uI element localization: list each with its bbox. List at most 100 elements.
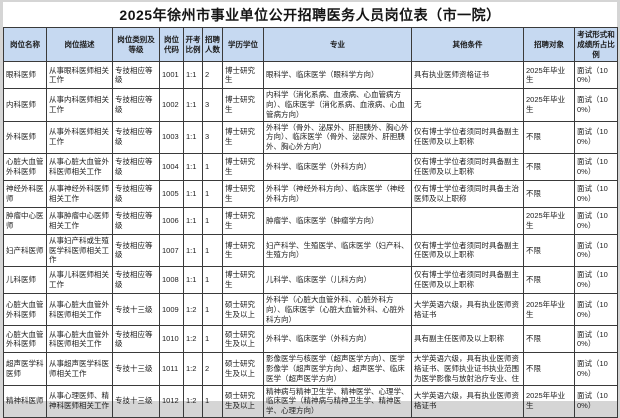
cell-education-degree: 硕士研究生及以上 <box>223 353 264 385</box>
cell-exam-form-score: 面试（100%） <box>575 326 618 353</box>
cell-position-code: 1004 <box>160 153 184 180</box>
cell-education-degree: 博士研究生 <box>223 234 264 266</box>
cell-position-name: 超声医学科医师 <box>4 353 47 385</box>
cell-other-conditions: 具有执业医师资格证书 <box>412 62 524 89</box>
cell-exam-ratio: 1:2 <box>184 353 203 385</box>
column-header-headcount: 招聘人数 <box>203 28 223 62</box>
cell-major: 眼科学、临床医学（眼科学方向） <box>264 62 412 89</box>
cell-recruit-target: 不限 <box>524 153 575 180</box>
cell-recruit-target: 2025年毕业生 <box>524 207 575 234</box>
cell-education-degree: 博士研究生 <box>223 89 264 121</box>
cell-position-code: 1002 <box>160 89 184 121</box>
cell-position-name: 精神科医师 <box>4 385 47 417</box>
cell-exam-ratio: 1:1 <box>184 207 203 234</box>
column-header-exam-form-score: 考试形式和成绩所占比例 <box>575 28 618 62</box>
cell-position-description: 从事肿瘤中心医师相关工作 <box>47 207 113 234</box>
column-header-major: 专业 <box>264 28 412 62</box>
cell-headcount: 2 <box>203 62 223 89</box>
cell-recruit-target: 2025年毕业生 <box>524 385 575 417</box>
column-header-exam-ratio: 开考比例 <box>184 28 203 62</box>
column-header-position-code: 岗位代码 <box>160 28 184 62</box>
cell-headcount: 1 <box>203 207 223 234</box>
cell-other-conditions: 大学英语六级，具有执业医师资格证书 <box>412 294 524 326</box>
cell-position-name: 外科医师 <box>4 121 47 153</box>
cell-category-level: 专技相应等级 <box>113 326 160 353</box>
cell-position-code: 1011 <box>160 353 184 385</box>
cell-exam-ratio: 1:1 <box>184 234 203 266</box>
cell-major: 儿科学、临床医学（儿科方向） <box>264 267 412 294</box>
cell-exam-ratio: 1:2 <box>184 326 203 353</box>
cell-recruit-target: 不限 <box>524 267 575 294</box>
cell-position-description: 从事心脏大血管外科医师相关工作 <box>47 326 113 353</box>
cell-headcount: 2 <box>203 353 223 385</box>
cell-recruit-target: 不限 <box>524 234 575 266</box>
cell-position-code: 1005 <box>160 180 184 207</box>
cell-education-degree: 博士研究生 <box>223 121 264 153</box>
cell-other-conditions: 大学英语六级，具有执业医师资格证书 <box>412 385 524 417</box>
column-header-category-level: 岗位类别及等级 <box>113 28 160 62</box>
cell-category-level: 专技相应等级 <box>113 180 160 207</box>
cell-category-level: 专技相应等级 <box>113 62 160 89</box>
cell-category-level: 专技相应等级 <box>113 153 160 180</box>
cell-other-conditions: 仅有博士学位者须同时具备副主任医师及以上职称 <box>412 234 524 266</box>
cell-exam-form-score: 面试（100%） <box>575 153 618 180</box>
cell-major: 外科学、临床医学（外科方向） <box>264 153 412 180</box>
cell-exam-ratio: 1:1 <box>184 121 203 153</box>
page-title: 2025年徐州市事业单位公开招聘医务人员岗位表（市一院） <box>3 2 617 27</box>
cell-category-level: 专技十三级 <box>113 385 160 417</box>
cell-exam-ratio: 1:2 <box>184 294 203 326</box>
cell-recruit-target: 2025年毕业生 <box>524 89 575 121</box>
cell-category-level: 专技相应等级 <box>113 267 160 294</box>
cell-exam-ratio: 1:1 <box>184 180 203 207</box>
cell-headcount: 1 <box>203 180 223 207</box>
cell-other-conditions: 具有副主任医师及以上职称 <box>412 326 524 353</box>
cell-position-name: 内科医师 <box>4 89 47 121</box>
column-header-position-description: 岗位描述 <box>47 28 113 62</box>
cell-position-code: 1007 <box>160 234 184 266</box>
cell-exam-ratio: 1:2 <box>184 385 203 417</box>
cell-position-name: 儿科医师 <box>4 267 47 294</box>
cell-major: 精神病与精神卫生学、精神医学、心理学、临床医学（精神病与精神卫生学、精神医学、心… <box>264 385 412 417</box>
cell-position-code: 1012 <box>160 385 184 417</box>
column-header-other-conditions: 其他条件 <box>412 28 524 62</box>
cell-position-description: 从事心脏大血管外科医师相关工作 <box>47 294 113 326</box>
cell-exam-form-score: 面试（100%） <box>575 353 618 385</box>
cell-other-conditions: 仅有博士学位者须同时具备副主任医师及以上职称 <box>412 121 524 153</box>
cell-headcount: 1 <box>203 234 223 266</box>
cell-education-degree: 硕士研究生及以上 <box>223 385 264 417</box>
cell-exam-ratio: 1:1 <box>184 89 203 121</box>
cell-position-code: 1009 <box>160 294 184 326</box>
cell-exam-form-score: 面试（100%） <box>575 385 618 417</box>
cell-position-code: 1006 <box>160 207 184 234</box>
column-header-position-name: 岗位名称 <box>4 28 47 62</box>
cell-position-name: 心脏大血管外科医师 <box>4 326 47 353</box>
cell-recruit-target: 2025年毕业生 <box>524 294 575 326</box>
cell-education-degree: 博士研究生 <box>223 153 264 180</box>
cell-other-conditions: 仅有博士学位者须同时具备副主任医师及以上职称 <box>412 267 524 294</box>
cell-position-code: 1003 <box>160 121 184 153</box>
cell-major: 肿瘤学、临床医学（肿瘤学方向） <box>264 207 412 234</box>
cell-other-conditions: 仅有博士学位者须同时具备副主任医师及以上职称 <box>412 153 524 180</box>
cell-exam-form-score: 面试（100%） <box>575 89 618 121</box>
cell-exam-form-score: 面试（100%） <box>575 294 618 326</box>
cell-other-conditions: 大学英语六级，具有执业医师资格证书、医师执业证书执业范围为医学影像与放射治疗专业… <box>412 353 524 385</box>
cell-exam-form-score: 面试（100%） <box>575 234 618 266</box>
cell-position-name: 心脏大血管外科医师 <box>4 153 47 180</box>
cell-position-name: 眼科医师 <box>4 62 47 89</box>
cell-education-degree: 博士研究生 <box>223 207 264 234</box>
cell-major: 内科学（消化系病、血液病、心血管病方向）、临床医学（消化系病、血液病、心血管病方… <box>264 89 412 121</box>
cell-category-level: 专技相应等级 <box>113 234 160 266</box>
cell-exam-ratio: 1:1 <box>184 153 203 180</box>
cell-exam-ratio: 1:1 <box>184 267 203 294</box>
